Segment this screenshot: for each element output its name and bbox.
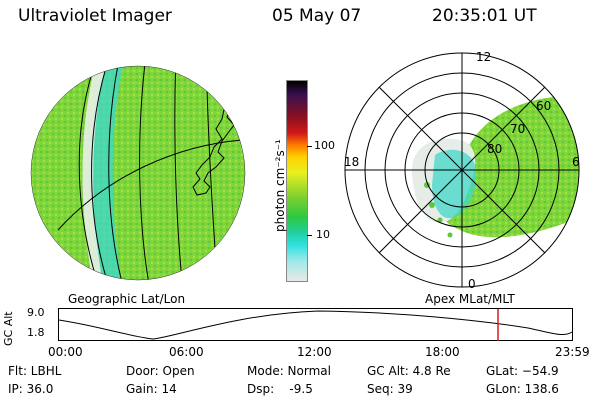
image-date: 05 May 07 <box>272 6 362 26</box>
info-gc-alt: GC Alt: 4.8 Re <box>367 364 451 378</box>
polar-plot: 12 18 6 0 60 70 80 <box>344 50 580 290</box>
mlat-label-80: 80 <box>487 142 502 156</box>
right-panel-caption: Apex MLat/MLT <box>425 292 515 306</box>
altitude-ytick-top: 9.0 <box>27 306 45 319</box>
coastline <box>192 98 235 196</box>
grid-line <box>139 66 151 280</box>
grid-line <box>174 66 184 280</box>
colorbar-tick-mark <box>307 235 312 236</box>
altitude-xtick: 06:00 <box>169 345 204 359</box>
grid-line <box>91 66 111 280</box>
info-flt: Flt: LBHL <box>8 364 62 378</box>
altitude-ylabel: GC Alt <box>2 311 15 346</box>
altitude-xtick: 12:00 <box>297 345 332 359</box>
colorbar-tick-mark <box>307 146 312 147</box>
mlat-label-70: 70 <box>510 122 525 136</box>
mlt-label-18: 18 <box>344 155 359 169</box>
mlat-label-60: 60 <box>536 99 551 113</box>
altitude-xtick: 18:00 <box>425 345 460 359</box>
bright-limb-band <box>82 66 108 280</box>
emission-spot <box>437 217 443 223</box>
altitude-xtick: 23:59 <box>555 345 590 359</box>
disk-edge <box>30 65 246 281</box>
mlt-label-6: 6 <box>572 155 580 169</box>
grid-line <box>57 139 244 231</box>
cyan-band <box>90 66 126 280</box>
altitude-plot <box>58 308 573 341</box>
geographic-image <box>30 65 246 281</box>
left-panel-caption: Geographic Lat/Lon <box>68 292 186 306</box>
info-dsp: Dsp: -9.5 <box>247 382 313 396</box>
altitude-curve <box>58 310 573 340</box>
colorbar-tick-label: 100 <box>314 139 335 152</box>
spoke <box>378 86 546 254</box>
info-ip: IP: 36.0 <box>8 382 54 396</box>
emission-spot <box>447 232 453 238</box>
earth-disk <box>31 66 245 280</box>
mlt-label-12: 12 <box>476 50 491 64</box>
image-time: 20:35:01 UT <box>432 6 537 26</box>
info-glat: GLat: −54.9 <box>486 364 559 378</box>
colorbar-tick-label: 10 <box>316 228 330 241</box>
altitude-xtick: 00:00 <box>48 345 83 359</box>
emission-spot <box>429 202 435 208</box>
grid-line <box>78 66 101 280</box>
info-mode: Mode: Normal <box>247 364 331 378</box>
grid-line <box>108 66 125 280</box>
info-gain: Gain: 14 <box>126 382 177 396</box>
info-seq: Seq: 39 <box>367 382 413 396</box>
uv-overlay <box>432 95 579 238</box>
info-door: Door: Open <box>126 364 195 378</box>
plot-frame <box>58 308 573 341</box>
altitude-ytick-bottom: 1.8 <box>27 326 45 339</box>
coastline <box>230 92 242 104</box>
instrument-title: Ultraviolet Imager <box>18 6 172 26</box>
colorbar <box>286 80 308 282</box>
info-glon: GLon: 138.6 <box>486 382 559 396</box>
mlt-label-0: 0 <box>468 277 476 290</box>
colorbar-unit-label: photon cm⁻²s⁻¹ <box>273 139 287 232</box>
